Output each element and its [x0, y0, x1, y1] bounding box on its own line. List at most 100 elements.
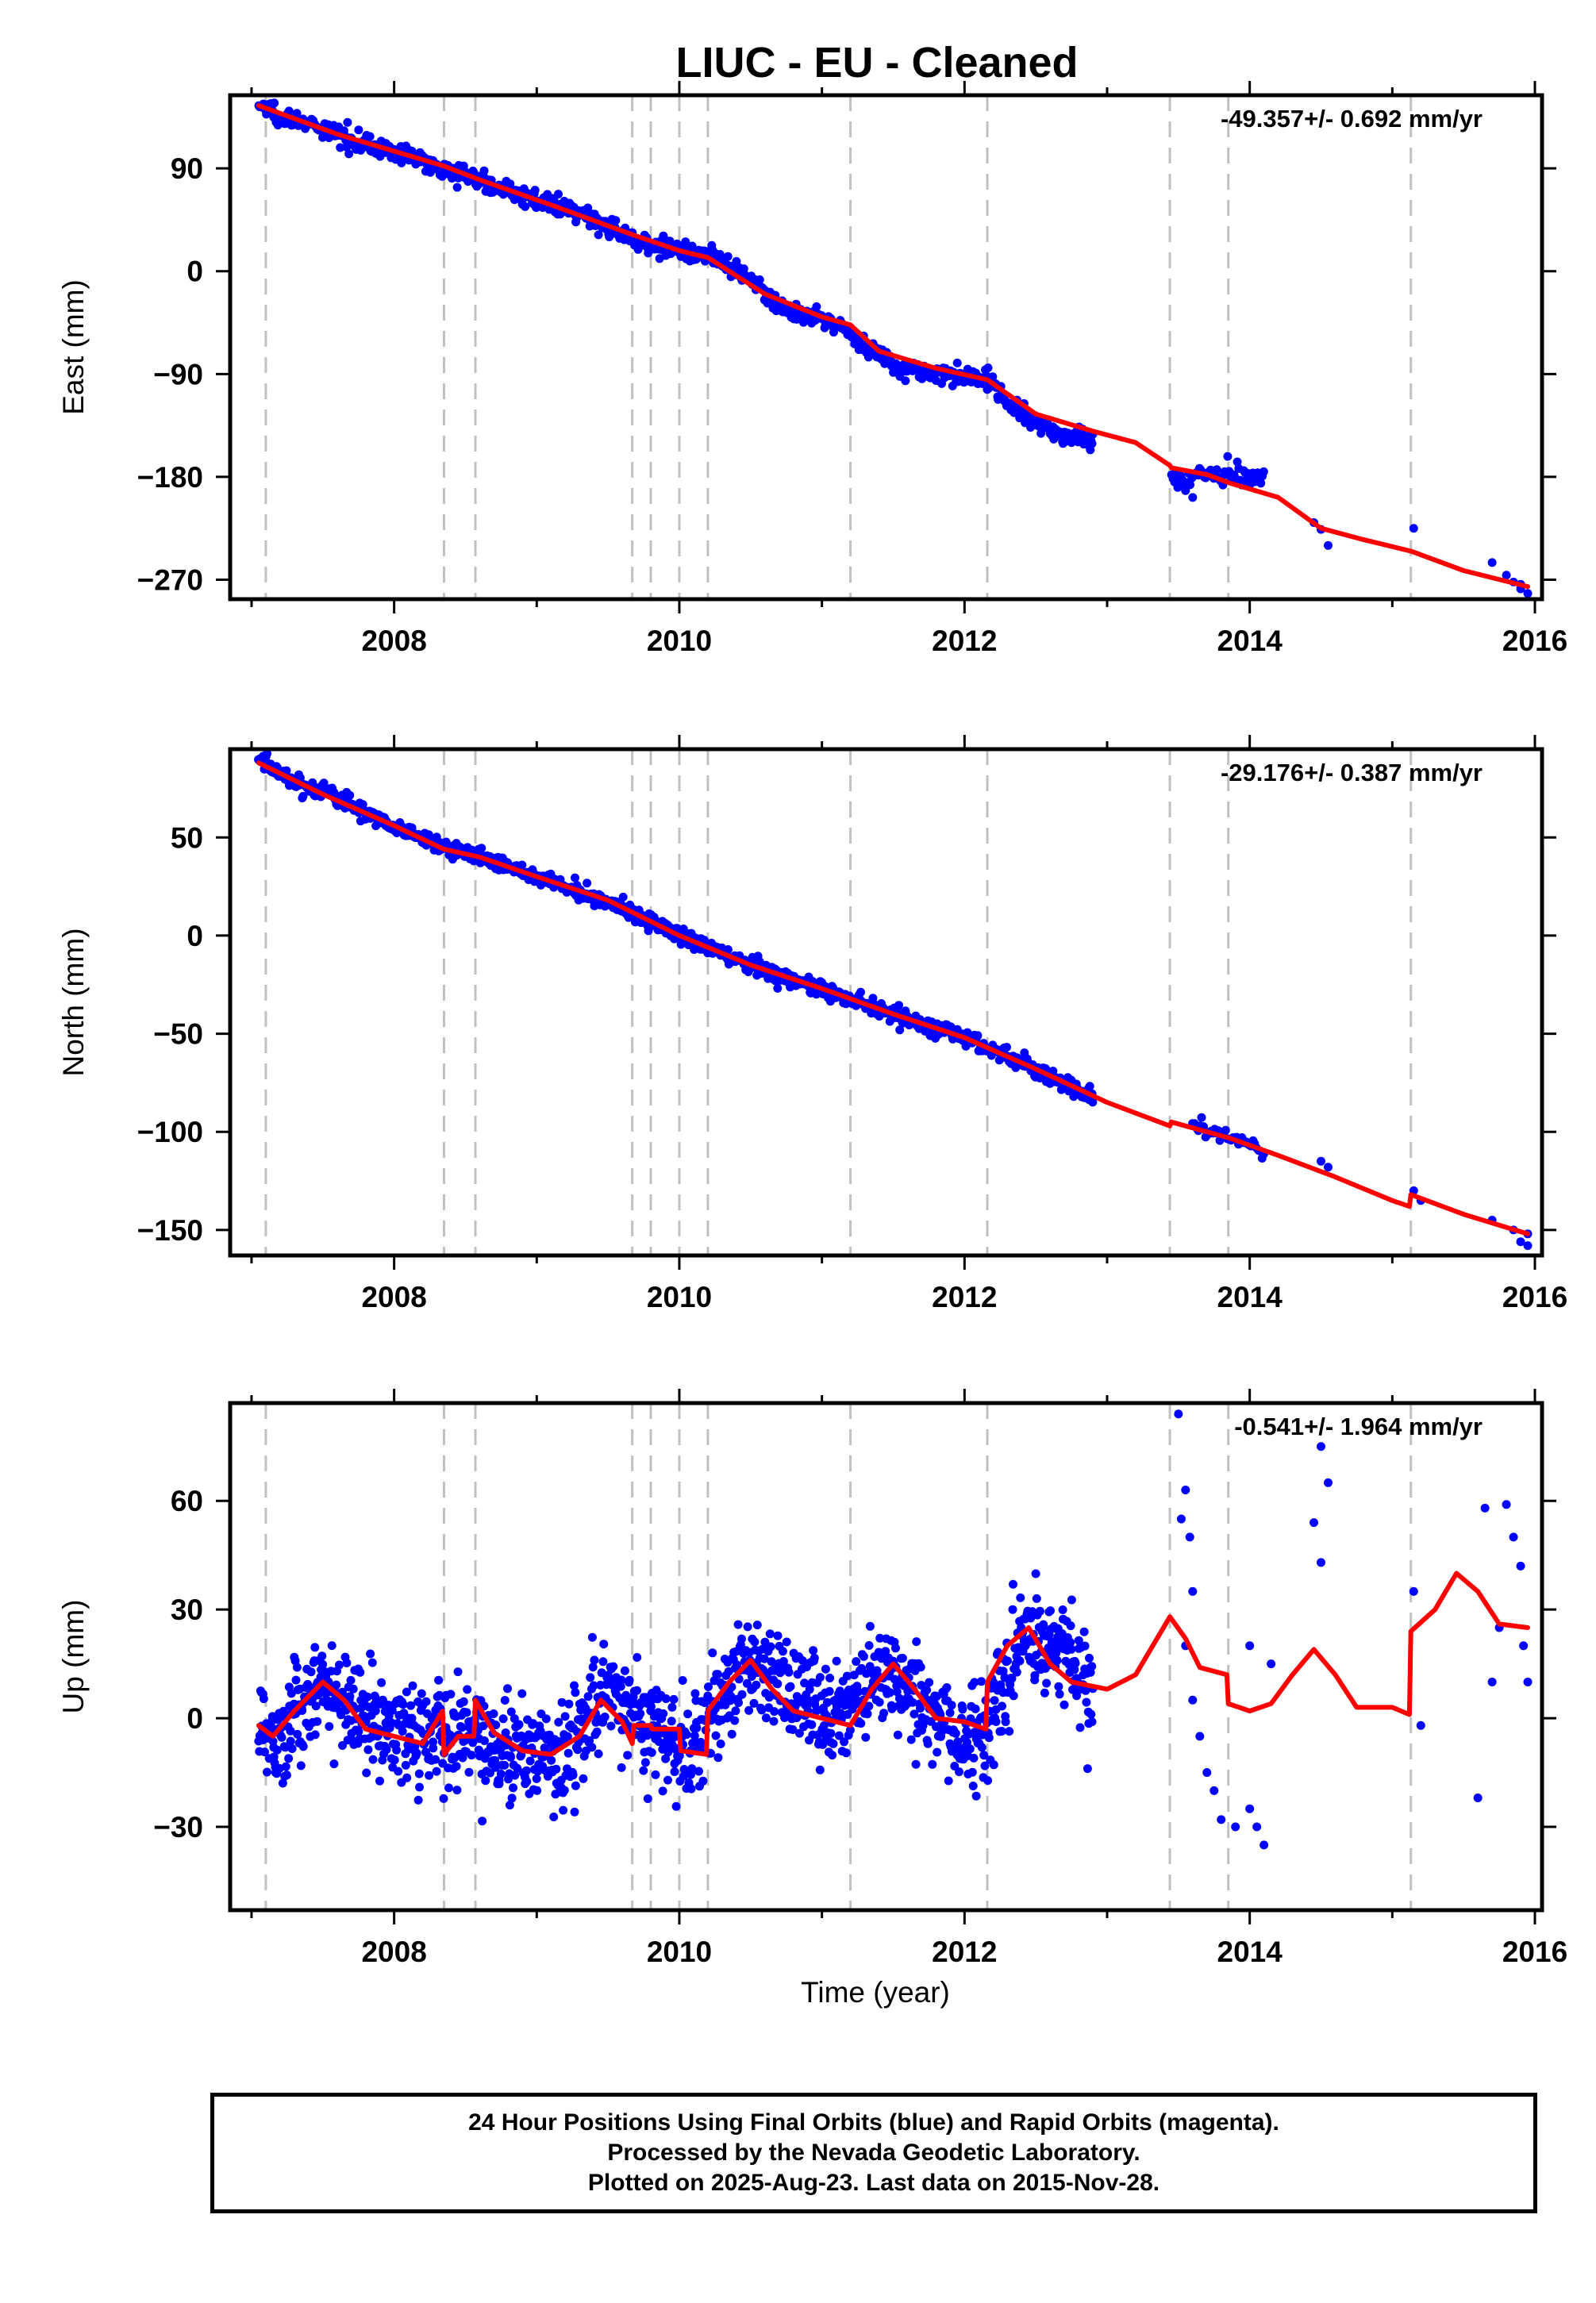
data-point [749, 1698, 759, 1708]
data-point [647, 1747, 656, 1757]
data-point [377, 1678, 387, 1687]
data-point [617, 1763, 626, 1772]
data-point [1026, 1613, 1036, 1623]
data-point [500, 1760, 510, 1770]
data-point [402, 1773, 412, 1782]
data-point [661, 1694, 671, 1703]
data-point [620, 1666, 629, 1675]
data-point [554, 190, 563, 199]
data-point [922, 1686, 932, 1695]
data-point [933, 1747, 942, 1757]
data-point [625, 1675, 634, 1685]
data-point [278, 1778, 287, 1788]
data-point [911, 1759, 921, 1769]
data-point [805, 1685, 814, 1694]
data-point [507, 1794, 517, 1803]
data-point [737, 1634, 746, 1644]
data-point [1016, 1593, 1025, 1602]
data-point [1015, 1656, 1025, 1666]
data-point [690, 1731, 699, 1740]
data-point [286, 1726, 295, 1736]
data-point [1245, 1804, 1255, 1813]
data-point [1066, 1621, 1075, 1631]
data-point [1012, 1667, 1021, 1677]
data-point [989, 1678, 998, 1687]
data-point [893, 1730, 902, 1740]
data-point [752, 1680, 761, 1690]
data-point [390, 1755, 399, 1765]
data-point [429, 1744, 438, 1753]
data-point [343, 117, 352, 127]
data-point [329, 1759, 339, 1769]
data-point [344, 149, 354, 159]
data-point [452, 1762, 461, 1771]
data-point [727, 1729, 736, 1739]
data-point [401, 1760, 410, 1770]
data-points [254, 1409, 1533, 1850]
y-tick-label: 0 [187, 256, 203, 288]
data-point [491, 1721, 501, 1730]
plot-frame [228, 93, 1544, 602]
data-point [1473, 1794, 1483, 1803]
data-point [1231, 1822, 1240, 1832]
data-point [623, 1751, 633, 1760]
data-point [1516, 1237, 1525, 1247]
data-point [547, 1755, 556, 1765]
data-point [421, 1697, 431, 1706]
data-point [863, 1709, 872, 1719]
data-point [522, 1777, 532, 1786]
data-point [671, 1801, 681, 1811]
data-point [327, 1641, 337, 1651]
data-point [1480, 1503, 1490, 1513]
data-point [432, 1767, 441, 1776]
data-point [723, 945, 733, 954]
data-point [1487, 558, 1497, 567]
data-point [658, 1786, 667, 1796]
x-tick-label: 2016 [1502, 1281, 1567, 1313]
data-point [354, 125, 363, 135]
data-point [821, 1664, 830, 1674]
data-point [621, 1690, 631, 1700]
data-point [1032, 1594, 1041, 1603]
y-tick-label: −150 [137, 1214, 203, 1247]
data-point [1035, 1606, 1044, 1616]
x-tick-label: 2010 [647, 625, 712, 657]
data-point [1002, 1043, 1011, 1052]
data-point [970, 1678, 979, 1687]
data-point [606, 1721, 616, 1731]
footer-box: 24 Hour Positions Using Final Orbits (bl… [210, 2093, 1537, 2213]
data-point [1523, 1241, 1533, 1251]
data-point [392, 1745, 402, 1755]
y-axis-title: North (mm) [57, 928, 90, 1076]
data-point [498, 1714, 508, 1724]
y-tick-label: −100 [137, 1116, 203, 1148]
data-point [773, 1679, 783, 1689]
data-point [942, 1683, 952, 1692]
data-point [413, 1795, 423, 1805]
data-point [481, 1776, 490, 1786]
model-line [256, 1571, 1530, 1757]
data-point [1185, 1532, 1194, 1542]
data-point [431, 1755, 440, 1764]
model-line [256, 760, 1530, 1236]
y-tick-label: −270 [137, 564, 203, 597]
data-point [272, 1745, 282, 1755]
data-point [667, 1717, 676, 1726]
data-point [563, 1732, 572, 1741]
data-point [958, 1705, 967, 1714]
data-point [398, 1727, 407, 1736]
data-point [925, 1678, 934, 1687]
data-point [503, 1684, 512, 1694]
data-point [977, 1743, 986, 1752]
data-point [1052, 1648, 1061, 1658]
data-point [750, 1637, 760, 1647]
y-axis-title: Up (mm) [57, 1600, 90, 1714]
data-point [506, 179, 515, 189]
data-point [587, 1743, 597, 1752]
data-point [517, 1689, 527, 1698]
data-point [277, 1732, 287, 1742]
data-point [1075, 1723, 1085, 1732]
data-point [479, 166, 489, 175]
data-point [414, 1769, 424, 1778]
data-point [1174, 1409, 1183, 1419]
